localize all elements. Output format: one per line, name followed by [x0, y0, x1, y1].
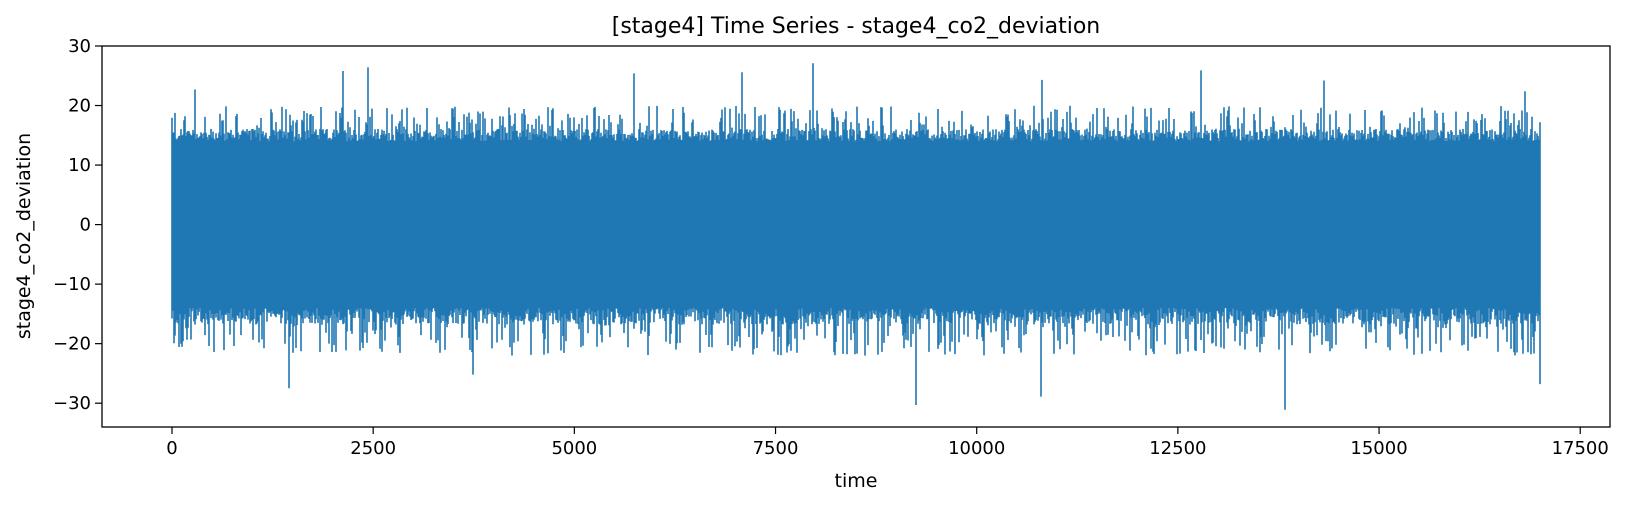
y-tick-label: 10 [68, 155, 91, 176]
y-axis-label: stage4_co2_deviation [13, 133, 35, 339]
y-tick-label: −10 [53, 274, 91, 295]
series-core-band [172, 159, 1540, 291]
x-tick-label: 12500 [1149, 438, 1206, 459]
x-tick-label: 5000 [551, 438, 597, 459]
x-tick-label: 15000 [1350, 438, 1407, 459]
plot-area [171, 63, 1541, 410]
x-tick-label: 2500 [350, 438, 396, 459]
y-tick-label: 30 [68, 36, 91, 57]
y-axis: −30 −20 −10 0 10 20 30 [53, 36, 102, 414]
axes-frame [101, 45, 1611, 428]
x-tick-label: 10000 [948, 438, 1005, 459]
y-tick-label: −30 [53, 393, 91, 414]
chart-title: [stage4] Time Series - stage4_co2_deviat… [612, 14, 1101, 39]
x-axis: 0 2500 5000 7500 10000 12500 15000 17500 [166, 427, 1609, 459]
x-tick-label: 17500 [1552, 438, 1609, 459]
x-axis-label: time [835, 470, 878, 492]
y-tick-label: −20 [53, 334, 91, 355]
x-tick-label: 7500 [753, 438, 799, 459]
y-tick-label: 0 [80, 215, 91, 236]
y-tick-label: 20 [68, 96, 91, 117]
x-tick-label: 0 [166, 438, 177, 459]
